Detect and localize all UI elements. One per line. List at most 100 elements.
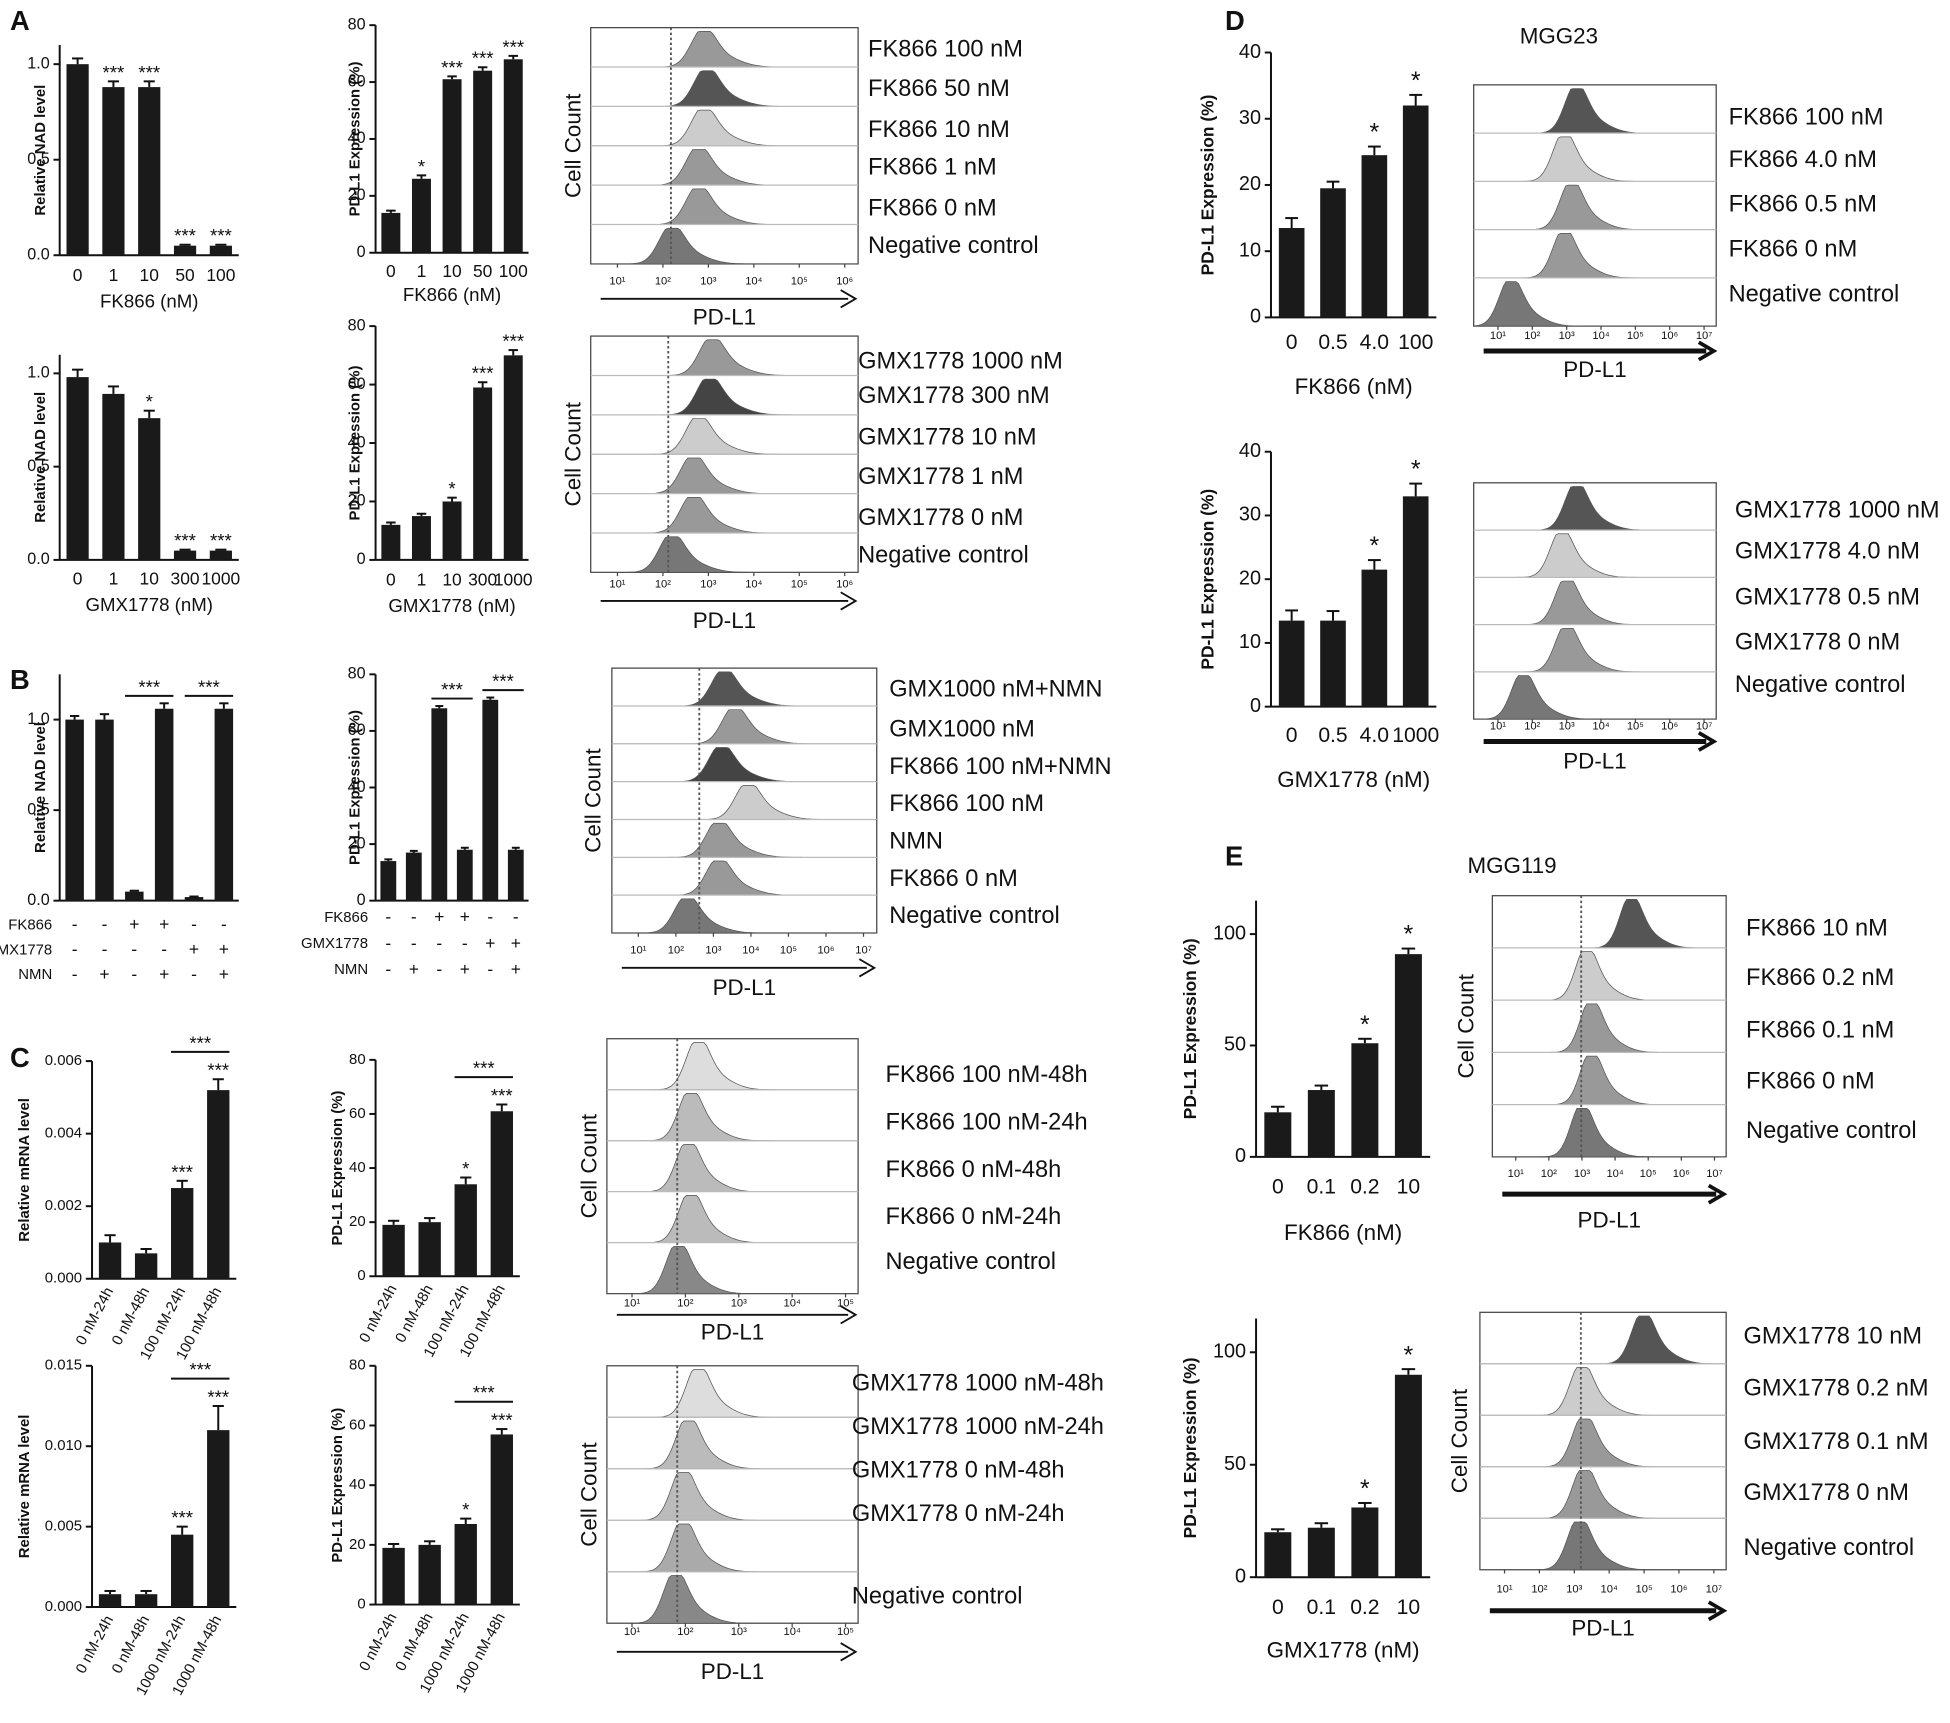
y-tick-label: 20 [1239, 173, 1261, 195]
bar [98, 1242, 122, 1279]
y-tick-label: 20 [348, 492, 366, 510]
y-tick-label: 40 [348, 778, 366, 796]
tick-label: 10⁵ [1627, 721, 1644, 733]
bar [209, 550, 232, 560]
bar [381, 524, 401, 560]
histogram-legend: FK866 0.2 nM [1746, 965, 1894, 991]
histogram-legend: FK866 0.5 nM [1729, 192, 1877, 218]
y-tick-label: 10 [1239, 239, 1261, 261]
tick-label: 10² [1524, 721, 1540, 733]
y-tick-label: 40 [349, 1476, 366, 1493]
histogram-peak [611, 671, 877, 707]
condition-sign: - [385, 933, 391, 953]
condition-name: GMX1778 [0, 941, 52, 958]
condition-sign: - [131, 964, 137, 984]
y-tick-label: 0 [1235, 1565, 1246, 1587]
significance: *** [207, 1060, 229, 1081]
tick-label: 10³ [700, 275, 716, 287]
y-tick-label: 0.000 [45, 1598, 82, 1615]
histogram-x-label: PD-L1 [693, 305, 756, 330]
y-axis-label: PD-L1 Expression (%) [1197, 489, 1217, 670]
tick-label: 10⁵ [1640, 1168, 1657, 1180]
tick-label: 10⁶ [817, 944, 834, 956]
significance: *** [491, 1085, 513, 1106]
significance: * [146, 391, 153, 412]
bar [473, 70, 493, 253]
histogram-legend: GMX1778 300 nM [858, 383, 1050, 409]
y-tick-label: 50 [1224, 1453, 1246, 1475]
panel-label: A [10, 5, 30, 36]
x-axis-label: FK866 (nM) [403, 284, 501, 305]
condition-sign: - [462, 933, 468, 953]
histogram-peak [611, 822, 877, 858]
x-tick-label: 0 [1286, 331, 1298, 354]
histogram-peak [1473, 533, 1717, 578]
histogram-frame [606, 1038, 859, 1295]
histogram-peak [1473, 232, 1717, 279]
histogram-peak [1492, 951, 1727, 1001]
y-axis-label: PD-L1 Expression (%) [329, 1408, 346, 1563]
histogram-peak [1479, 1521, 1727, 1571]
histogram-x-label: PD-L1 [1563, 357, 1626, 382]
x-tick-label: 10 [140, 568, 159, 588]
significance: *** [171, 1507, 193, 1528]
histogram-frame [606, 1365, 859, 1624]
x-tick-label: 100 [1398, 331, 1433, 354]
histogram-peak [1473, 184, 1717, 230]
histogram-peak [606, 1369, 859, 1418]
bar [102, 393, 125, 560]
histogram-peak [590, 536, 859, 573]
y-tick-label: 100 [1213, 922, 1246, 944]
bar [1394, 1374, 1422, 1578]
condition-sign: - [72, 914, 78, 934]
y-axis-label: Relative NAD level [32, 392, 49, 523]
condition-sign: - [102, 914, 108, 934]
condition-sign: + [219, 939, 229, 959]
condition-name: FK866 [324, 909, 368, 926]
tick-label: 10¹ [1508, 1168, 1524, 1180]
x-tick-label: 10 [442, 570, 461, 590]
histogram-x-label: PD-L1 [701, 1319, 764, 1344]
histogram-legend: FK866 0 nM-48h [885, 1157, 1061, 1183]
x-tick-label: 10 [140, 265, 159, 285]
bar [95, 719, 114, 901]
histogram-legend: FK866 100 nM-24h [885, 1110, 1087, 1136]
histogram-legend: GMX1000 nM [889, 717, 1035, 743]
condition-name: NMN [18, 966, 52, 983]
tick-label: 10³ [1574, 1168, 1590, 1180]
condition-sign: + [129, 914, 139, 934]
tick-label: 10⁵ [791, 579, 808, 591]
bar [382, 1547, 405, 1605]
significance: * [1370, 532, 1380, 560]
tick-label: 10⁷ [855, 944, 872, 956]
significance: *** [103, 62, 125, 83]
x-tick-label: 0 [1272, 1176, 1284, 1199]
y-axis-label: Relative mRNA level [16, 1415, 33, 1559]
x-tick-label: 0 [1286, 724, 1298, 747]
histogram-peak [1473, 136, 1717, 182]
tick-label: 10³ [700, 579, 716, 591]
x-axis-label: GMX1778 (nM) [1267, 1638, 1420, 1663]
x-axis-label: FK866 (nM) [1284, 1220, 1402, 1245]
histogram-peak [1473, 627, 1717, 673]
bar [1278, 620, 1305, 707]
histogram-legend: Negative control [1735, 672, 1906, 698]
condition-sign: - [385, 907, 391, 927]
significance: *** [472, 48, 494, 69]
bracket-label: *** [189, 1359, 211, 1380]
significance: * [1360, 1011, 1370, 1039]
y-tick-label: 0 [357, 550, 366, 568]
y-tick-label: 20 [349, 1536, 366, 1553]
y-tick-label: 0.5 [27, 457, 49, 475]
x-tick-label: 0.5 [1318, 724, 1347, 747]
y-tick-label: 0 [357, 243, 366, 261]
significance: *** [207, 1386, 229, 1407]
condition-sign: - [487, 959, 493, 979]
condition-sign: + [189, 939, 199, 959]
x-tick-label: 0.5 [1318, 331, 1347, 354]
x-tick-label: 1 [417, 261, 427, 281]
histogram-peak [590, 149, 859, 186]
y-tick-label: 20 [348, 834, 366, 852]
significance: *** [210, 530, 232, 551]
